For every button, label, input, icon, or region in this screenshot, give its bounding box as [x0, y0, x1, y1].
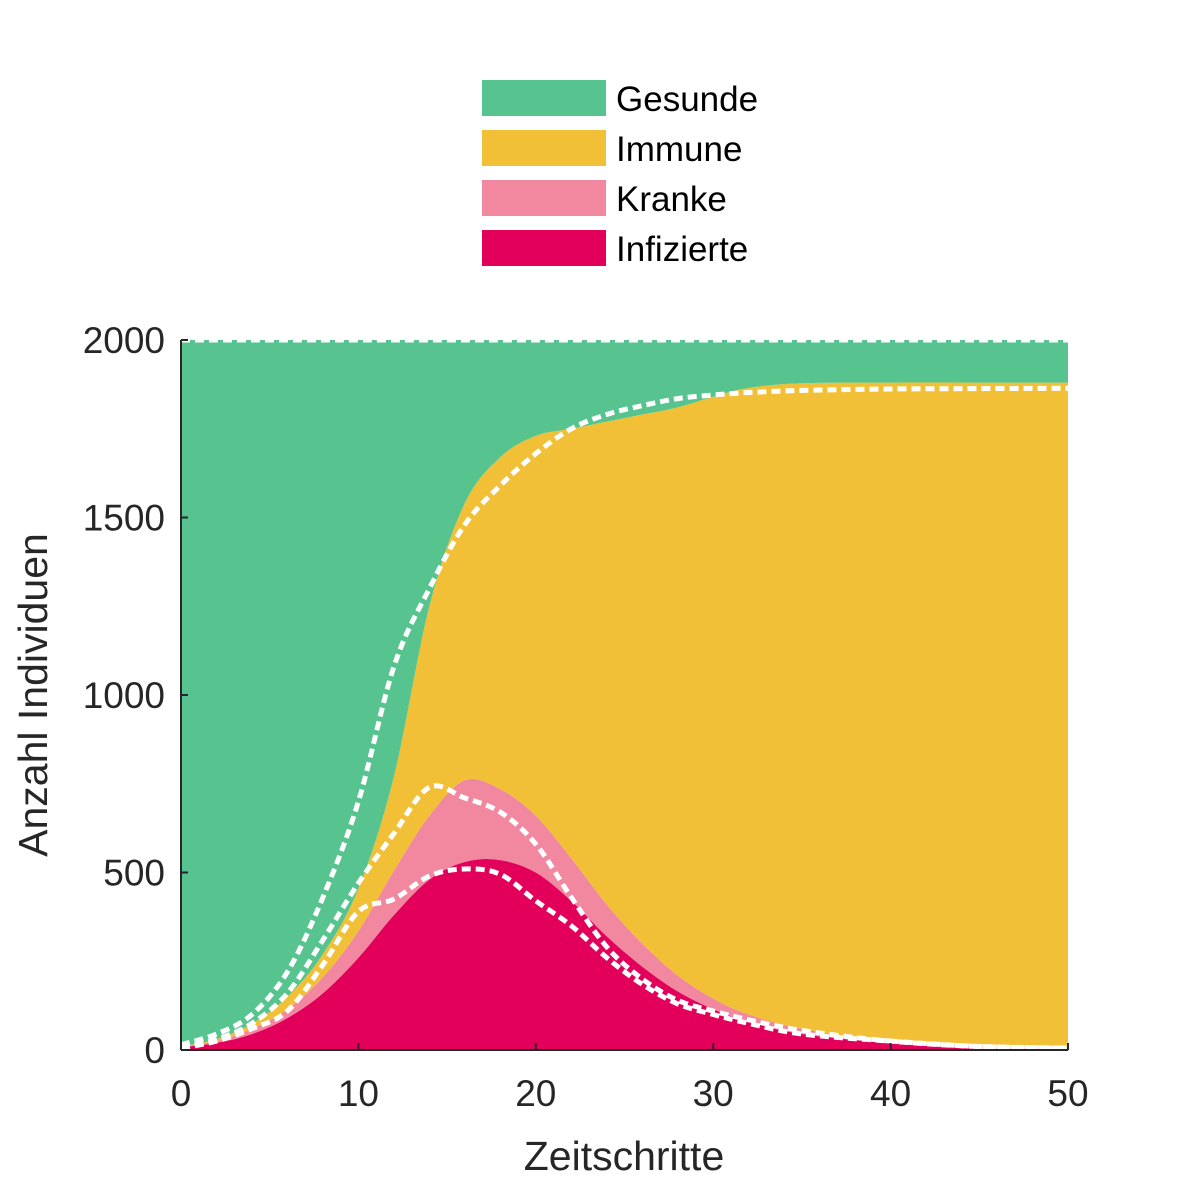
dashed-line-3: [180, 385, 1069, 1048]
dashed-line-2: [180, 783, 1069, 1051]
axes: 0 500 1000 1500 2000 0 10 20 30 40 50: [83, 320, 1089, 1114]
dashed-line-1: [180, 866, 1069, 1051]
x-tick-label: 20: [515, 1073, 556, 1114]
legend-swatch-infizierte: [482, 230, 606, 266]
dashed-overlay-lines: [180, 337, 1069, 1051]
y-tick-label: 2000: [83, 320, 165, 361]
x-tick-label: 10: [338, 1073, 379, 1114]
legend-label-kranke: Kranke: [616, 180, 727, 219]
x-tick-label: 0: [171, 1073, 192, 1114]
y-tick-label: 1500: [83, 498, 165, 539]
stacked-areas: [181, 340, 1068, 1050]
x-tick-label: 50: [1047, 1073, 1088, 1114]
y-tick-label: 0: [144, 1030, 165, 1071]
area-infizierte: [181, 859, 1068, 1050]
area-gesunde: [181, 340, 1068, 1047]
legend: Gesunde Immune Kranke Infizierte: [482, 80, 758, 269]
legend-label-immune: Immune: [616, 130, 742, 169]
x-tick-label: 40: [870, 1073, 911, 1114]
y-tick-label: 1000: [83, 675, 165, 716]
legend-label-gesunde: Gesunde: [616, 80, 758, 119]
x-tick-label: 30: [693, 1073, 734, 1114]
legend-swatch-immune: [482, 130, 606, 166]
legend-swatch-gesunde: [482, 80, 606, 116]
y-tick-label: 500: [103, 853, 165, 894]
area-immune: [181, 382, 1068, 1049]
x-axis-title: Zeitschritte: [524, 1133, 725, 1179]
y-axis-title: Anzahl Individuen: [10, 533, 56, 857]
legend-label-infizierte: Infizierte: [616, 230, 748, 269]
legend-swatch-kranke: [482, 180, 606, 216]
